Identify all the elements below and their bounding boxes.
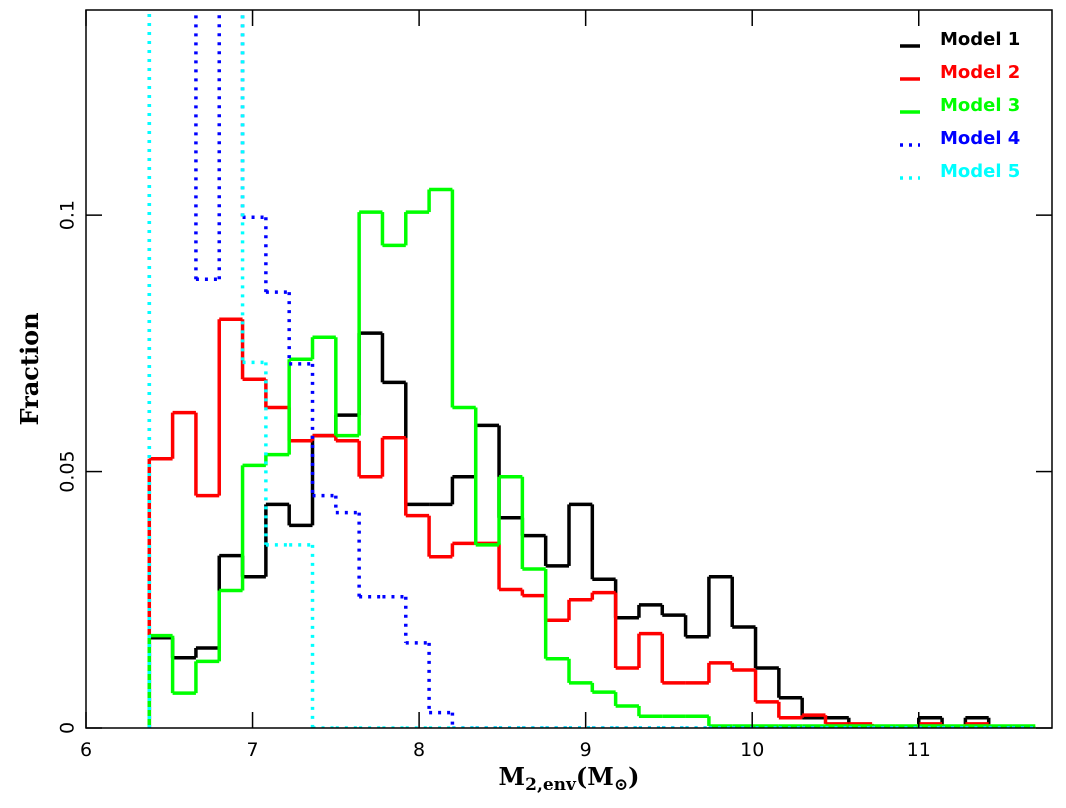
x-tick-label: 11 [907, 739, 931, 761]
x-tick-label: 10 [740, 739, 764, 761]
plot-frame [85, 9, 1053, 729]
legend-label: Model 3 [940, 95, 1020, 116]
x-axis-label: M2,env(M⊙) [499, 762, 640, 795]
x-label-subscript: 2,env [525, 775, 577, 795]
y-tick-label: 0.05 [57, 450, 79, 492]
legend-label: Model 2 [940, 62, 1020, 83]
legend-label: Model 4 [940, 128, 1020, 149]
legend-label: Model 5 [940, 161, 1020, 182]
x-tick-label: 8 [413, 739, 425, 761]
y-tick-label: 0 [57, 722, 79, 734]
x-label-subscript: ⊙ [614, 775, 628, 795]
x-tick-label: 7 [247, 739, 259, 761]
y-tick-label: 0.1 [57, 200, 79, 230]
x-label-part: (M [576, 762, 614, 791]
plot-area [147, 10, 1036, 728]
x-tick-label: 9 [580, 739, 592, 761]
x-tick-label: 6 [80, 739, 92, 761]
x-label-part: ) [628, 762, 639, 791]
legend-label: Model 1 [940, 29, 1020, 50]
x-label-part: M [499, 762, 526, 791]
y-axis-label: Fraction [15, 312, 44, 425]
